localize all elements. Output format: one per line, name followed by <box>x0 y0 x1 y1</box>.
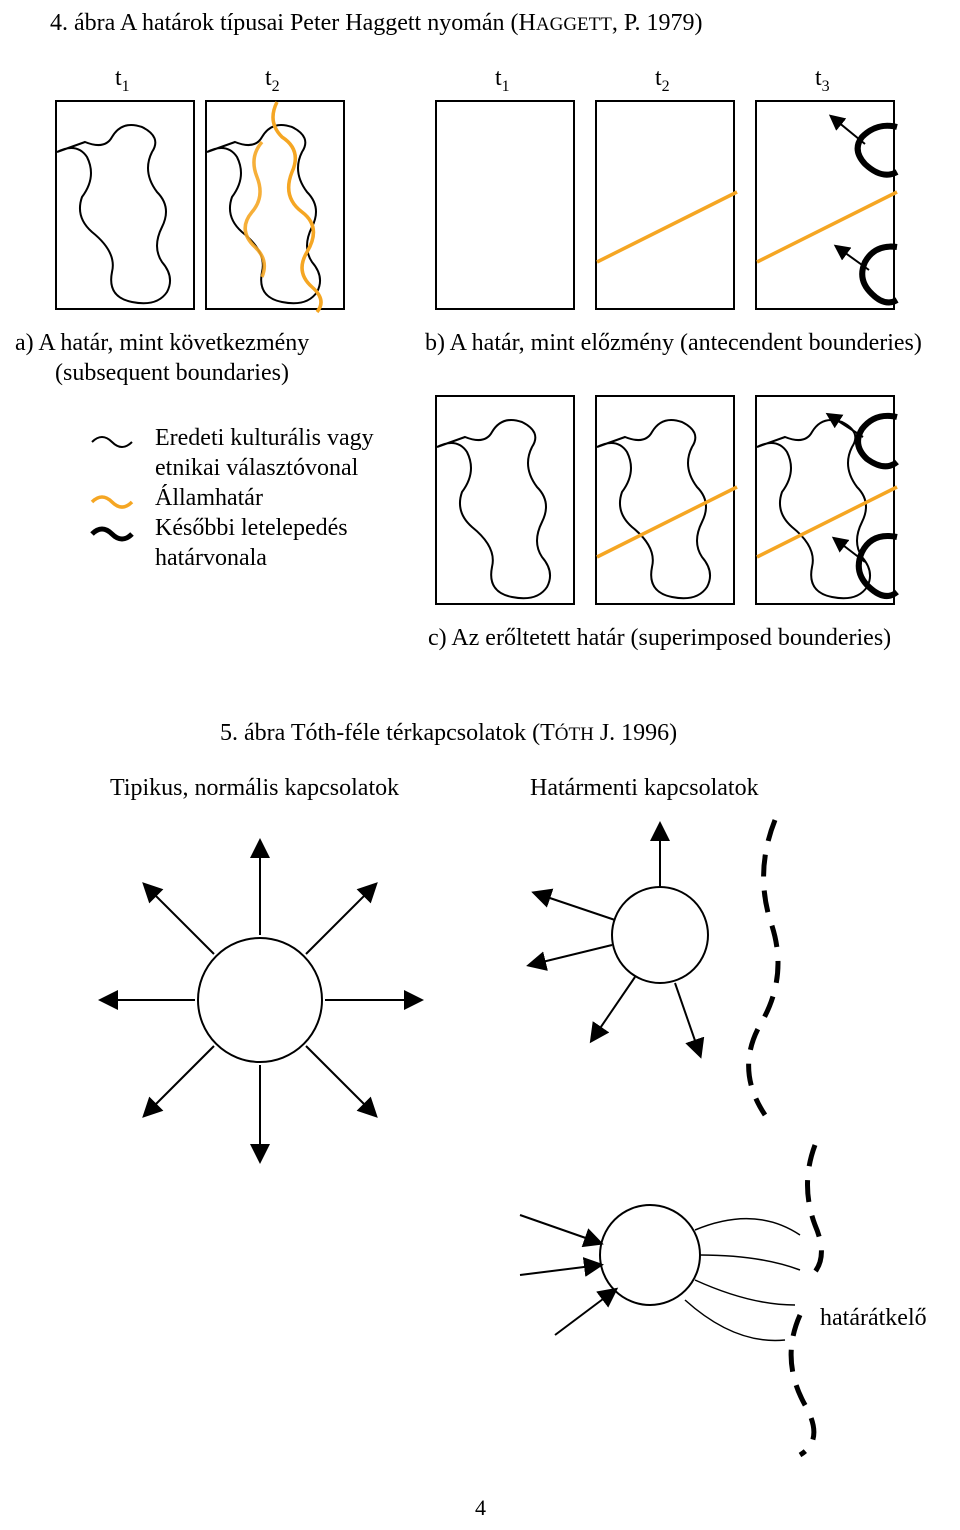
legend-1a: Eredeti kulturális vagy <box>155 425 374 452</box>
t2-label-right: t2 <box>655 65 670 96</box>
border-relations-diagram <box>500 815 940 1455</box>
legend-1b: etnikai választóvonal <box>155 455 358 482</box>
figure5-right-label: Határmenti kapcsolatok <box>530 775 759 802</box>
panel-b-label: b) A határ, mint előzmény (antecendent b… <box>425 330 922 357</box>
panel-c-label: c) Az erőltetett határ (superimposed bou… <box>428 625 891 652</box>
page-number: 4 <box>475 1495 486 1521</box>
t1-label-left: t1 <box>115 65 130 96</box>
panel-a-sublabel: (subsequent boundaries) <box>55 360 289 387</box>
panel-a-t1 <box>55 100 195 310</box>
figure5-title: 5. ábra Tóth-féle térkapcsolatok (TÓTH J… <box>220 720 677 747</box>
t1-label-right: t1 <box>495 65 510 96</box>
legend-3a: Későbbi letelepedés <box>155 515 348 542</box>
legend-2: Államhatár <box>155 485 263 512</box>
panel-b-t1 <box>435 100 575 310</box>
panel-a-label: a) A határ, mint következmény <box>15 330 309 357</box>
panel-c-t1 <box>435 395 575 605</box>
legend-3-icon <box>90 522 140 546</box>
panel-b-t2 <box>595 100 735 310</box>
panel-c-t2 <box>595 395 735 605</box>
panel-c-t3 <box>755 395 895 605</box>
legend-3b: határvonala <box>155 545 267 572</box>
typical-relations-diagram <box>80 820 440 1180</box>
t2-label-left: t2 <box>265 65 280 96</box>
border-crossing-annot: határátkelő <box>820 1305 927 1332</box>
t3-label-right: t3 <box>815 65 830 96</box>
figure5-left-label: Tipikus, normális kapcsolatok <box>110 775 399 802</box>
legend-1-icon <box>90 430 140 454</box>
panel-a-t2 <box>205 100 345 310</box>
panel-b-t3 <box>755 100 895 310</box>
figure4-title: 4. ábra A határok típusai Peter Haggett … <box>50 10 703 37</box>
legend-2-icon <box>90 490 140 514</box>
